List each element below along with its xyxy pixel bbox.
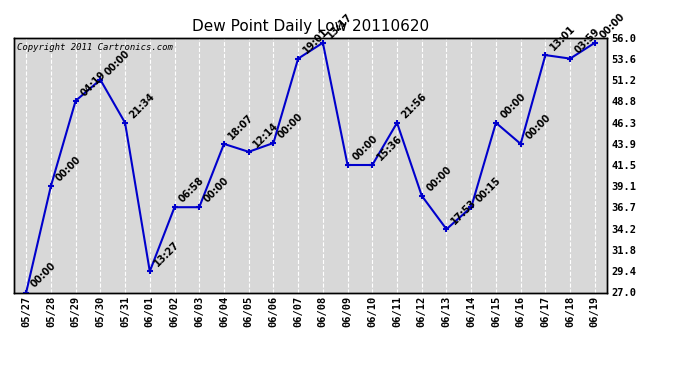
Text: 13:17: 13:17 — [326, 11, 355, 40]
Text: 00:00: 00:00 — [351, 133, 380, 162]
Text: 00:00: 00:00 — [29, 261, 58, 290]
Text: 00:00: 00:00 — [54, 154, 83, 183]
Text: 13:27: 13:27 — [152, 240, 181, 268]
Text: 00:00: 00:00 — [424, 164, 453, 193]
Text: 00:00: 00:00 — [598, 11, 627, 40]
Text: 17:53: 17:53 — [449, 197, 478, 226]
Text: 00:00: 00:00 — [499, 91, 528, 120]
Text: 12:14: 12:14 — [251, 120, 280, 149]
Text: 04:19: 04:19 — [79, 69, 108, 98]
Text: 19:01: 19:01 — [301, 27, 330, 56]
Text: 00:00: 00:00 — [524, 112, 553, 141]
Text: 00:00: 00:00 — [103, 48, 132, 77]
Text: 21:34: 21:34 — [128, 91, 157, 120]
Text: 21:56: 21:56 — [400, 91, 428, 120]
Text: 13:01: 13:01 — [548, 23, 577, 52]
Text: Copyright 2011 Cartronics.com: Copyright 2011 Cartronics.com — [17, 43, 172, 52]
Text: 00:00: 00:00 — [276, 111, 305, 140]
Text: 00:00: 00:00 — [202, 176, 231, 204]
Text: 03:59: 03:59 — [573, 27, 602, 56]
Text: 06:58: 06:58 — [177, 176, 206, 204]
Title: Dew Point Daily Low 20110620: Dew Point Daily Low 20110620 — [192, 18, 429, 33]
Text: 15:36: 15:36 — [375, 133, 404, 162]
Text: 00:15: 00:15 — [474, 176, 503, 204]
Text: 18:07: 18:07 — [227, 112, 256, 141]
